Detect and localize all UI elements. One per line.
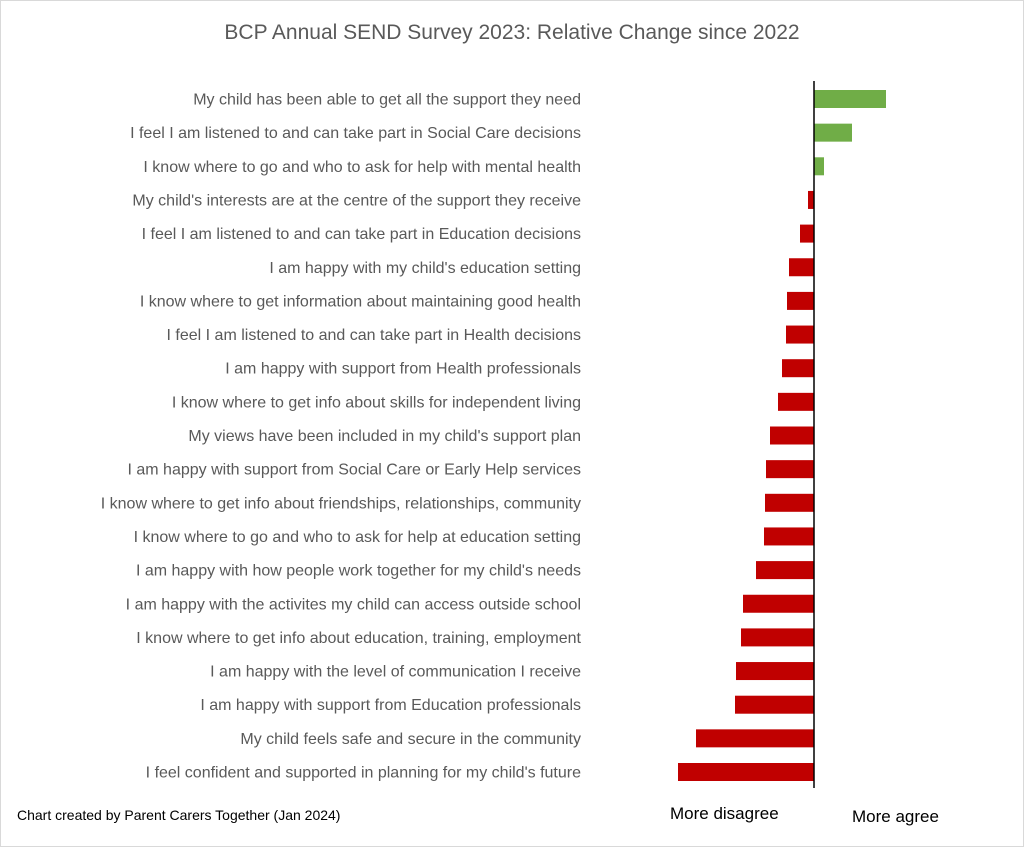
category-label: My child has been able to get all the su… <box>193 92 581 109</box>
bar-negative <box>787 291 814 310</box>
bar-negative <box>766 460 814 479</box>
bar-negative <box>786 325 814 344</box>
category-label: I am happy with support from Education p… <box>200 697 581 714</box>
bar-positive <box>814 90 886 108</box>
axis-label-more-disagree: More disagree <box>670 804 779 823</box>
category-label: I feel I am listened to and can take par… <box>130 125 581 142</box>
category-label: I am happy with support from Social Care… <box>127 462 581 479</box>
bar-negative <box>736 662 814 681</box>
bar-negative <box>782 359 814 378</box>
bar-negative <box>741 628 814 647</box>
bar-negative <box>789 258 814 277</box>
category-label: I am happy with support from Health prof… <box>225 361 581 378</box>
category-label: My child's interests are at the centre o… <box>132 192 581 209</box>
bar-negative <box>743 594 814 613</box>
category-label: I know where to go and who to ask for he… <box>143 159 581 176</box>
category-label: I am happy with my child's education set… <box>269 260 581 277</box>
bar-positive <box>814 123 852 142</box>
category-label: I feel I am listened to and can take par… <box>142 226 581 243</box>
category-label: I feel confident and supported in planni… <box>146 765 581 782</box>
category-label: I am happy with how people work together… <box>136 563 581 580</box>
chart-footnote: Chart created by Parent Carers Together … <box>17 807 341 823</box>
bar-negative <box>756 561 814 580</box>
category-label: My views have been included in my child'… <box>188 428 581 445</box>
bar-negative <box>678 763 814 781</box>
category-label: My child feels safe and secure in the co… <box>240 731 581 748</box>
category-label: I know where to get info about friendshi… <box>101 495 581 512</box>
bar-negative <box>735 695 814 714</box>
category-label: I feel I am listened to and can take par… <box>167 327 581 344</box>
bar-negative <box>800 224 814 243</box>
category-label: I know where to get info about skills fo… <box>172 394 581 411</box>
category-label: I know where to get information about ma… <box>140 293 581 310</box>
axis-label-more-agree: More agree <box>852 807 939 826</box>
category-label: I know where to go and who to ask for he… <box>134 529 581 546</box>
bar-negative <box>764 527 814 546</box>
bar-negative <box>808 190 814 209</box>
bar-positive <box>814 157 824 176</box>
bar-negative <box>696 729 814 748</box>
bar-negative <box>765 493 814 512</box>
category-label: I am happy with the activites my child c… <box>126 596 581 613</box>
chart-title: BCP Annual SEND Survey 2023: Relative Ch… <box>224 21 800 44</box>
bar-negative <box>770 426 814 445</box>
bar-negative <box>778 392 814 411</box>
category-label: I know where to get info about education… <box>136 630 581 647</box>
category-label: I am happy with the level of communicati… <box>210 664 581 681</box>
